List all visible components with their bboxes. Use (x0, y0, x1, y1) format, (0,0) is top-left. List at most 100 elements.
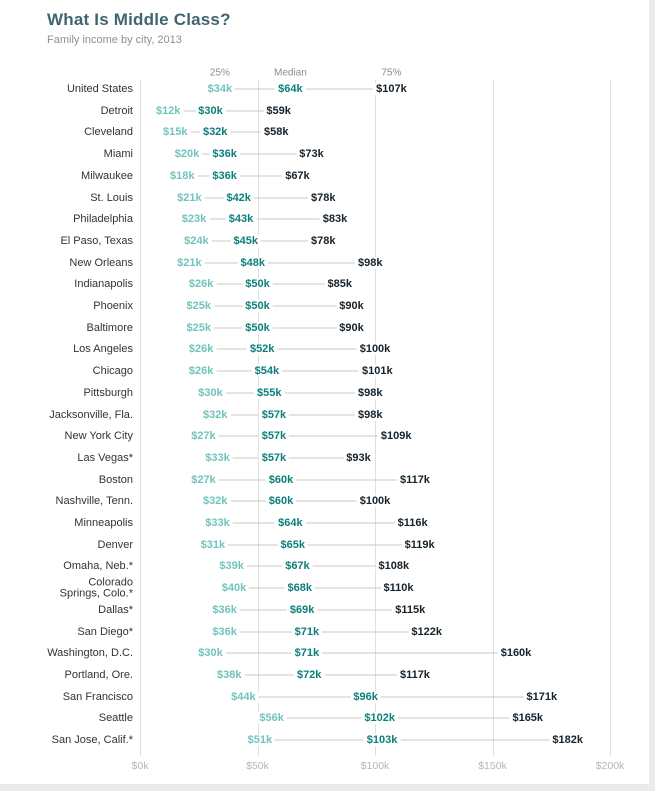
range-line (234, 587, 399, 589)
median-value: $60k (265, 495, 297, 508)
p25-value: $36k (209, 625, 240, 638)
range-line (198, 305, 352, 307)
range-line (203, 435, 397, 437)
median-value: $43k (225, 213, 257, 226)
range-line (203, 479, 415, 481)
city-label: Indianapolis (74, 278, 133, 291)
city-label: Washington, D.C. (47, 646, 133, 659)
p25-value: $30k (195, 386, 226, 399)
range-line (271, 717, 528, 719)
x-axis-tick: $0k (131, 760, 149, 772)
chart-title: What Is Middle Class? (47, 10, 231, 29)
p75-value: $100k (356, 495, 394, 508)
city-label: Seattle (98, 712, 133, 725)
p75-value: $171k (523, 690, 561, 703)
p75-value: $98k (355, 386, 386, 399)
p75-value: $85k (324, 278, 355, 291)
p75-value: $119k (401, 538, 438, 551)
p25-value: $33k (202, 517, 233, 529)
p75-value: $107k (373, 83, 410, 95)
p75-value: $108k (375, 560, 413, 573)
p25-value: $39k (216, 560, 247, 573)
range-line (198, 327, 352, 329)
p25-value: $33k (202, 451, 233, 464)
p25-value: $31k (197, 538, 229, 551)
median-value: $55k (254, 386, 285, 399)
p75-value: $78k (308, 191, 339, 204)
p75-value: $116k (394, 517, 431, 529)
p75-value: $93k (343, 451, 374, 464)
p25-value: $25k (183, 300, 214, 312)
range-line (189, 262, 371, 264)
p25-value: $12k (152, 104, 184, 117)
median-value: $57k (258, 430, 290, 443)
p75-value: $110k (380, 582, 417, 595)
p25-value: $21k (174, 256, 205, 269)
city-label: Omaha, Neb.* (63, 560, 133, 573)
median-value: $54k (251, 365, 283, 378)
p25-value: $24k (181, 234, 212, 247)
city-label: Philadelphia (73, 212, 133, 225)
city-label: Nashville, Tenn. (55, 495, 133, 508)
x-axis-tick: $200k (595, 760, 625, 772)
p75-value: $160k (497, 647, 535, 660)
median-value: $102k (361, 712, 398, 725)
range-line (210, 392, 371, 394)
p25-value: $20k (171, 148, 203, 161)
median-value: $64k (275, 83, 306, 95)
city-label: St. Louis (90, 191, 133, 204)
p25-value: $56k (256, 712, 287, 725)
median-value: $45k (230, 234, 261, 247)
range-line (219, 88, 392, 90)
column-header-25: 25% (209, 67, 230, 79)
gridline (257, 80, 259, 756)
p75-value: $182k (549, 734, 586, 746)
range-line (243, 696, 542, 698)
city-label: Cleveland (84, 126, 133, 139)
median-value: $36k (209, 169, 240, 182)
range-line (259, 739, 568, 741)
p25-value: $26k (185, 278, 217, 291)
city-label: Miami (103, 147, 133, 160)
city-label: San Jose, Calif.* (51, 733, 133, 746)
median-value: $50k (242, 321, 273, 334)
city-label: Jacksonville, Fla. (49, 408, 133, 421)
city-label: Las Vegas* (77, 451, 133, 464)
median-value: $71k (291, 647, 323, 660)
median-value: $30k (195, 104, 226, 117)
p25-value: $27k (188, 473, 219, 486)
city-label: Pittsburgh (83, 386, 133, 399)
p75-value: $83k (319, 213, 351, 226)
x-axis-tick: $50k (246, 760, 269, 772)
p75-value: $59k (263, 104, 294, 117)
p25-value: $23k (178, 213, 210, 226)
city-label: Portland, Ore. (64, 668, 133, 681)
x-axis-tick: $150k (478, 760, 507, 772)
median-value: $69k (286, 603, 318, 616)
range-line (194, 218, 336, 220)
p75-value: $90k (336, 321, 367, 334)
column-header-75: 75% (381, 67, 402, 79)
range-line (224, 609, 411, 611)
p25-value: $36k (209, 603, 240, 616)
p75-value: $73k (296, 148, 327, 161)
median-value: $96k (350, 690, 381, 703)
p25-value: $38k (214, 668, 245, 681)
city-label: Chicago (92, 364, 133, 377)
range-line (201, 370, 378, 372)
city-label: Baltimore (86, 321, 133, 334)
median-value: $50k (242, 278, 273, 291)
gridline (610, 80, 611, 756)
city-label: Colorado Springs, Colo.* (59, 576, 133, 600)
p25-value: $27k (188, 430, 219, 443)
range-line (224, 631, 427, 632)
p25-value: $18k (167, 169, 198, 182)
p75-value: $122k (408, 625, 445, 638)
p25-value: $21k (174, 191, 205, 204)
gridline (492, 80, 494, 756)
city-label: Milwaukee (81, 169, 133, 182)
p25-value: $25k (183, 321, 214, 334)
p75-value: $117k (396, 473, 433, 486)
